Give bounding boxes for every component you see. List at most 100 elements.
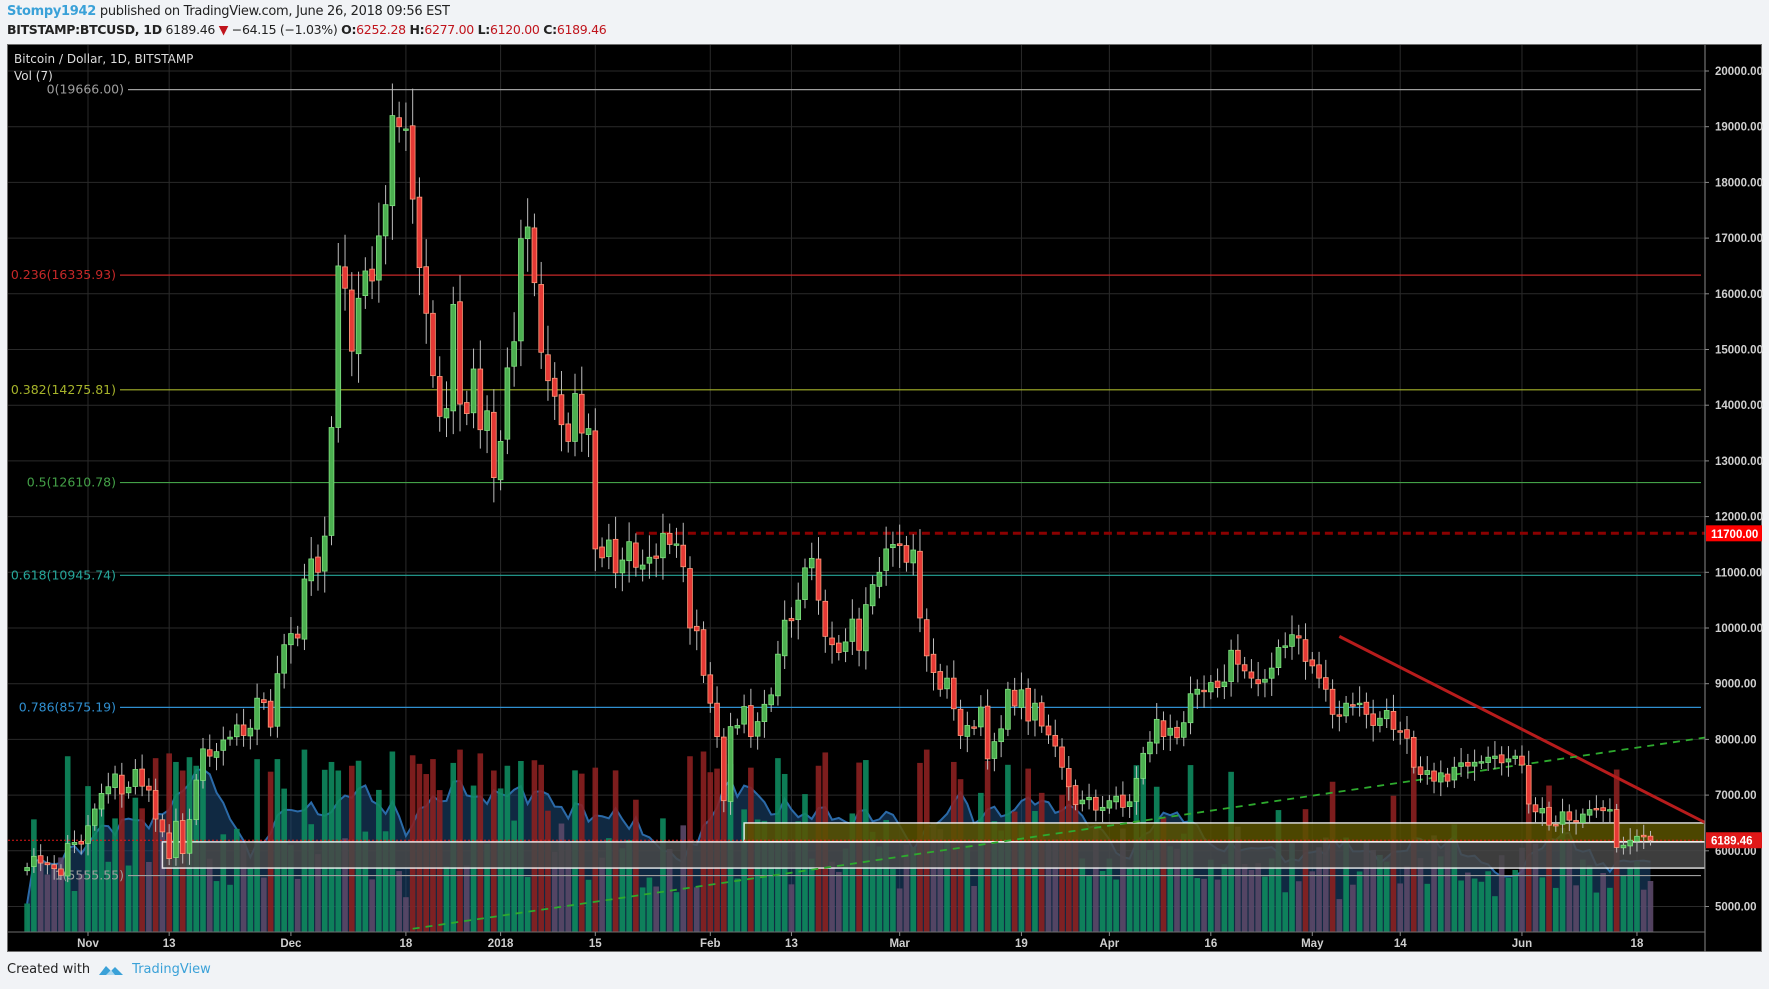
candle <box>1032 702 1038 721</box>
candle <box>781 619 788 657</box>
candle <box>984 705 991 760</box>
candle <box>1383 710 1390 720</box>
candle <box>612 538 619 574</box>
candle <box>159 819 166 833</box>
candle <box>1079 799 1086 805</box>
low-label: L: <box>477 22 491 37</box>
candle <box>910 549 917 564</box>
candle <box>132 769 139 787</box>
candle <box>1133 777 1140 802</box>
price-change: −64.15 (−1.03%) <box>231 22 338 37</box>
tradingview-link[interactable]: TradingView <box>132 962 211 977</box>
candle <box>1208 682 1214 693</box>
candle <box>342 266 348 289</box>
candle <box>85 825 91 844</box>
candle <box>1329 688 1336 715</box>
candle <box>1471 761 1478 767</box>
candle <box>599 546 605 559</box>
candle <box>700 629 707 676</box>
candle <box>1316 664 1322 679</box>
candle <box>105 786 112 795</box>
candle <box>186 819 193 854</box>
candle <box>1214 680 1221 688</box>
candle <box>551 377 558 397</box>
candle <box>1356 702 1363 706</box>
candle <box>1005 688 1011 730</box>
candle <box>1363 701 1370 715</box>
author-link[interactable]: Stompy1942 <box>7 4 97 19</box>
candle <box>1268 667 1275 679</box>
candle <box>883 548 889 571</box>
candle <box>1552 824 1559 827</box>
candle <box>477 368 484 431</box>
low-value: 6120.00 <box>489 22 540 37</box>
candle <box>37 855 44 864</box>
candle <box>1289 634 1295 647</box>
candle <box>741 706 747 725</box>
candle <box>1607 809 1613 812</box>
candle <box>24 867 30 872</box>
candle <box>1519 755 1525 766</box>
x-axis-label: 13 <box>785 938 798 950</box>
candle <box>267 700 274 728</box>
candle <box>220 739 227 751</box>
candle <box>1235 649 1241 665</box>
down-arrow-icon: ▼ <box>218 22 229 37</box>
candle <box>281 644 287 674</box>
candle <box>1613 809 1620 848</box>
candle <box>1174 726 1180 739</box>
y-axis-label: 20000.00 <box>1715 66 1763 78</box>
candle <box>1532 804 1539 813</box>
x-axis-label: May <box>1301 938 1324 950</box>
candle <box>1458 762 1464 767</box>
svg-text:6189.46: 6189.46 <box>1711 836 1753 848</box>
candle <box>896 543 903 546</box>
candle <box>1120 794 1126 808</box>
candle <box>1640 834 1647 838</box>
open-value: 6252.28 <box>356 22 406 37</box>
candle <box>328 427 335 536</box>
candle <box>294 633 301 639</box>
candle <box>91 808 98 826</box>
candle <box>497 441 504 481</box>
y-axis-label: 11000.00 <box>1715 567 1762 579</box>
candle <box>355 297 362 355</box>
candle <box>51 864 57 870</box>
candle <box>450 303 457 412</box>
candle <box>1336 714 1343 717</box>
x-axis-label: Jun <box>1512 938 1532 950</box>
candle <box>1309 659 1316 667</box>
candle <box>768 694 774 706</box>
candle <box>1221 681 1228 688</box>
candle <box>1248 671 1255 679</box>
fib-label-0: 0(19666.00) <box>47 82 124 97</box>
candle <box>125 786 132 794</box>
candle <box>457 301 463 405</box>
candle <box>31 855 37 867</box>
candle <box>376 235 382 281</box>
candle <box>1160 720 1167 738</box>
fib-label-0.236: 0.236(16335.93) <box>11 267 116 282</box>
open-label: O: <box>341 22 357 37</box>
candle <box>1106 800 1113 809</box>
candle <box>166 832 172 859</box>
candle <box>1505 758 1512 763</box>
y-axis-label: 19000.00 <box>1715 122 1763 134</box>
candle <box>545 354 551 382</box>
candle <box>443 408 450 419</box>
candle <box>301 578 308 640</box>
candle <box>829 637 835 646</box>
candle <box>1153 718 1160 744</box>
candle <box>139 768 145 787</box>
candle <box>1059 746 1065 768</box>
volume-legend: Vol (7) <box>14 69 53 83</box>
candle <box>863 604 869 652</box>
candle <box>930 653 937 673</box>
candle <box>152 790 159 820</box>
candle <box>470 368 477 414</box>
candle <box>1634 835 1640 842</box>
chart-canvas[interactable] <box>7 44 1762 952</box>
candle <box>1093 796 1099 811</box>
y-axis-label: 17000.00 <box>1715 233 1763 245</box>
